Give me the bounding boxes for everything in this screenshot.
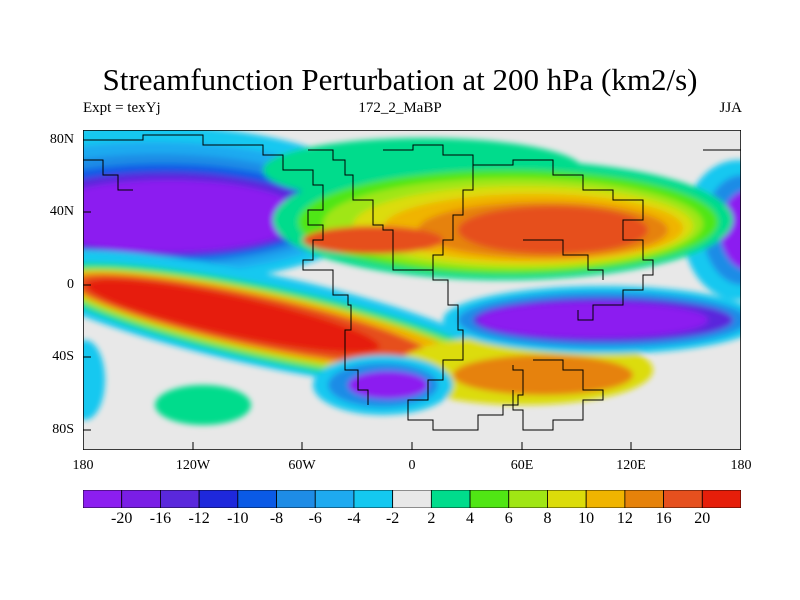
colorbar-label: -12: [188, 510, 210, 527]
colorbar: [83, 490, 741, 508]
colorbar-box: [121, 490, 161, 508]
run-label: 172_2_MaBP: [358, 100, 442, 116]
colorbar-box: [624, 490, 664, 508]
lon-tick-60e: 60E: [510, 458, 534, 473]
colorbar-label: -20: [111, 510, 133, 527]
colorbar-box: [508, 490, 548, 508]
lat-tick-0: 0: [67, 277, 74, 292]
lon-tick-180e: 180: [730, 458, 752, 473]
streamfunction-map: [83, 130, 741, 450]
season-label: JJA: [719, 100, 742, 116]
plot-title: Streamfunction Perturbation at 200 hPa (…: [102, 62, 698, 97]
colorbar-box: [701, 490, 741, 508]
colorbar-label: -10: [227, 510, 249, 527]
colorbar-box: [585, 490, 626, 508]
colorbar-box: [83, 490, 123, 508]
colorbar-label: 6: [504, 510, 513, 527]
experiment-label: Expt = texYj: [83, 100, 161, 116]
lon-tick-180w: 180: [72, 458, 94, 473]
colorbar-box: [198, 490, 239, 508]
colorbar-label: -6: [308, 510, 322, 527]
colorbar-label: -16: [149, 510, 172, 527]
colorbar-box: [237, 490, 277, 508]
colorbar-label: 20: [694, 510, 711, 527]
map-ticks: [83, 139, 632, 450]
lat-tick-40n: 40N: [49, 204, 74, 219]
lon-tick-0: 0: [408, 458, 416, 473]
lat-tick-80n: 80N: [49, 132, 74, 147]
colorbar-box: [469, 490, 510, 508]
colorbar-label: -4: [347, 510, 361, 527]
colorbar-label: 10: [578, 510, 595, 527]
colorbar-label: 16: [655, 510, 672, 527]
colorbar-label: 2: [427, 510, 436, 527]
colorbar-box: [392, 490, 432, 508]
lat-tick-40s: 40S: [52, 349, 74, 364]
lon-tick-120w: 120W: [175, 458, 211, 473]
colorbar-box: [160, 490, 200, 508]
colorbar-label: 4: [466, 510, 475, 527]
colorbar-label: -2: [385, 510, 400, 527]
colorbar-label: -8: [269, 510, 284, 527]
colorbar-label: 12: [616, 510, 633, 527]
colorbar-box: [314, 490, 355, 508]
colorbar-box: [430, 490, 471, 508]
coastlines: [83, 134, 741, 431]
colorbar-box: [663, 490, 703, 508]
colorbar-label: 8: [543, 510, 552, 527]
lon-tick-60w: 60W: [288, 458, 316, 473]
lat-tick-80s: 80S: [52, 422, 74, 437]
colorbar-box: [547, 490, 587, 508]
lon-tick-120e: 120E: [616, 458, 646, 473]
colorbar-box: [353, 490, 394, 508]
colorbar-box: [276, 490, 316, 508]
